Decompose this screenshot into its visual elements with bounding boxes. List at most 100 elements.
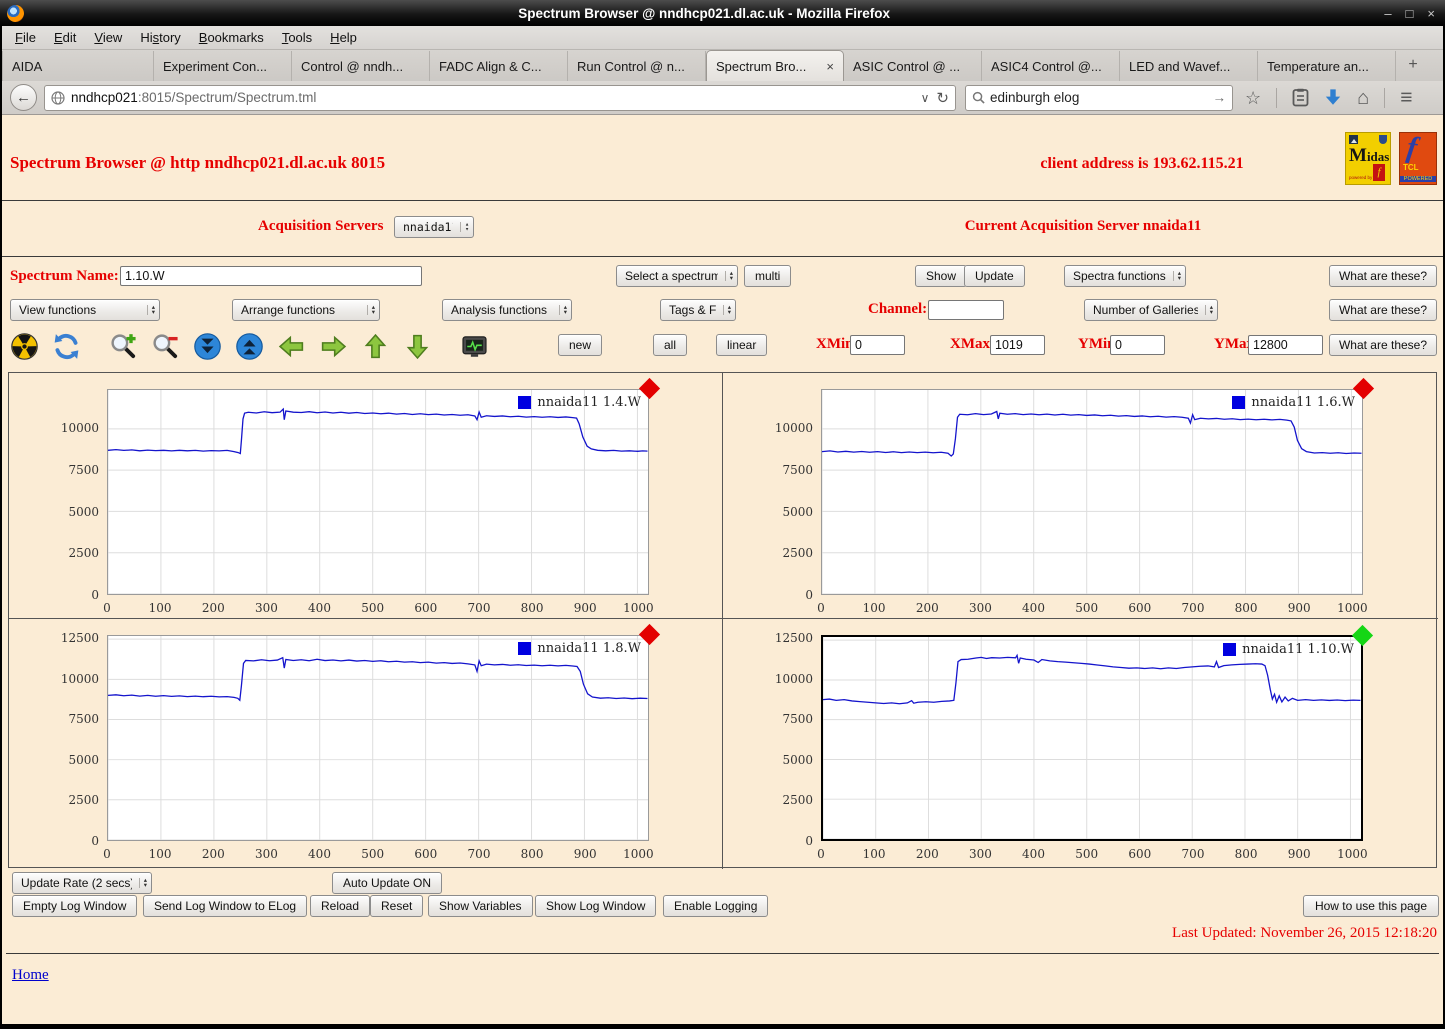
tab-bar: AIDA Experiment Con... Control @ nndh... FA… xyxy=(2,50,1443,81)
select-stepper-icon: ▴ ▾ xyxy=(724,270,733,282)
tab-led-and-wavef[interactable]: LED and Wavef... xyxy=(1120,51,1258,81)
all-button[interactable]: all xyxy=(653,334,688,356)
toolbar-divider xyxy=(1384,87,1386,108)
auto-update-button[interactable]: Auto Update ON xyxy=(332,872,443,894)
chart-panel-1-8-w[interactable]: nnaida11 1.8.W 0 2500 5000 7500 10000 12500 0 10… xyxy=(9,619,723,869)
y-axis-tick: 2500 xyxy=(782,546,813,561)
menu-tools[interactable]: Tools xyxy=(281,30,313,45)
tab-close-icon[interactable]: × xyxy=(826,58,834,74)
new-button[interactable]: new xyxy=(558,334,603,356)
update-rate-dropdown[interactable]: Update Rate (2 secs) ▴ ▾ xyxy=(12,872,152,894)
tab-aida[interactable]: AIDA xyxy=(2,51,154,81)
search-go-icon[interactable]: → xyxy=(1212,90,1227,105)
home-link[interactable]: Home xyxy=(12,967,49,983)
menu-edit[interactable]: Edit xyxy=(53,30,77,45)
home-icon[interactable]: ⌂ xyxy=(1357,86,1370,109)
x-axis-tick: 800 xyxy=(1234,601,1258,615)
chart-panel-1-4-w[interactable]: nnaida11 1.4.W 0 2500 5000 7500 10000 0 100 200 3… xyxy=(9,373,723,619)
zoom-out-icon[interactable] xyxy=(151,332,180,361)
xmin-input[interactable] xyxy=(850,335,905,355)
pan-left-icon[interactable] xyxy=(277,332,306,361)
refresh-icon[interactable] xyxy=(52,332,81,361)
url-bar[interactable]: nndhcp021:8015/Spectrum/Spectrum.tml ∨ ↻ xyxy=(44,84,956,111)
current-acquisition-server: Current Acquisition Server nnaida11 xyxy=(964,218,1202,234)
search-input[interactable]: edinburgh elog → xyxy=(965,84,1233,111)
channel-input[interactable] xyxy=(928,300,1004,320)
tab-asic-control[interactable]: ASIC Control @ ... xyxy=(844,51,982,81)
menu-history[interactable]: History xyxy=(140,30,181,45)
menu-help[interactable]: Help xyxy=(330,30,357,45)
view-functions-dropdown[interactable]: View functions ▴ ▾ xyxy=(10,299,160,321)
minimize-button[interactable]: – xyxy=(1384,5,1392,21)
show-variables-button[interactable]: Show Variables xyxy=(428,895,533,917)
bookmarks-clipboard-icon[interactable] xyxy=(1292,88,1309,107)
linear-button[interactable]: linear xyxy=(716,334,768,356)
tab-spectrum-bro[interactable]: Spectrum Bro... × xyxy=(706,50,844,81)
reload-button[interactable]: Reload xyxy=(310,895,371,917)
select-stepper-icon: ▴ ▾ xyxy=(138,877,147,889)
analysis-functions-dropdown[interactable]: Analysis functions ▴ ▾ xyxy=(442,299,572,321)
zoom-in-icon[interactable] xyxy=(109,332,138,361)
how-to-use-button[interactable]: How to use this page xyxy=(1303,895,1439,917)
enable-logging-button[interactable]: Enable Logging xyxy=(663,895,769,917)
downloads-icon[interactable] xyxy=(1324,88,1342,107)
display-icon[interactable] xyxy=(460,332,489,361)
reset-button[interactable]: Reset xyxy=(370,895,424,917)
x-axis-tick: 500 xyxy=(361,847,385,861)
bookmark-star-icon[interactable]: ☆ xyxy=(1245,87,1262,108)
shift-up-icon[interactable] xyxy=(235,332,264,361)
acquisition-server-select[interactable]: nnaida11 ▴ ▾ xyxy=(394,216,474,238)
tab-fadc-align-c[interactable]: FADC Align & C... xyxy=(430,51,568,81)
section-divider xyxy=(2,200,1443,201)
menu-view[interactable]: View xyxy=(94,30,123,45)
x-axis-tick: 1000 xyxy=(1337,847,1368,861)
send-log-window-to-elog-button[interactable]: Send Log Window to ELog xyxy=(143,895,308,917)
tab-temperature-an[interactable]: Temperature an... xyxy=(1258,51,1396,81)
what-are-these-button[interactable]: What are these? xyxy=(1329,299,1437,321)
arrange-functions-dropdown[interactable]: Arrange functions ▴ ▾ xyxy=(232,299,380,321)
menu-file[interactable]: File xyxy=(15,30,36,45)
multi-button[interactable]: multi xyxy=(744,265,792,287)
update-button[interactable]: Update xyxy=(964,265,1025,287)
select-a-spectrum-dropdown[interactable]: Select a spectrum ▴ ▾ xyxy=(616,265,738,287)
new-tab-button[interactable]: + xyxy=(1408,56,1418,73)
menu-bookmarks[interactable]: Bookmarks xyxy=(198,30,264,45)
plot-area: nnaida11 1.6.W xyxy=(821,377,1375,595)
number-of-galleries-dropdown[interactable]: Number of Galleries ▴ ▾ xyxy=(1084,299,1218,321)
empty-log-window-button[interactable]: Empty Log Window xyxy=(12,895,138,917)
tab-asic4-control[interactable]: ASIC4 Control @... xyxy=(982,51,1120,81)
ymax-input[interactable] xyxy=(1248,335,1323,355)
what-are-these-button[interactable]: What are these? xyxy=(1329,265,1437,287)
pan-up-icon[interactable] xyxy=(361,332,390,361)
pan-down-icon[interactable] xyxy=(403,332,432,361)
close-button[interactable]: × xyxy=(1427,5,1435,21)
hamburger-menu-icon[interactable]: ≡ xyxy=(1400,86,1413,109)
radioactive-icon[interactable] xyxy=(10,332,39,361)
select-stepper-icon: ▴ ▾ xyxy=(558,304,567,316)
what-are-these-button[interactable]: What are these? xyxy=(1329,334,1437,356)
tab-control-nndh[interactable]: Control @ nndh... xyxy=(292,51,430,81)
spectrum-name-input[interactable] xyxy=(120,266,422,286)
shift-down-icon[interactable] xyxy=(193,332,222,361)
tab-experiment-con[interactable]: Experiment Con... xyxy=(154,51,292,81)
spectra-functions-dropdown[interactable]: Spectra functions ▴ ▾ xyxy=(1064,265,1186,287)
tcl-logo: f TCL POWERED xyxy=(1399,132,1437,185)
pan-right-icon[interactable] xyxy=(319,332,348,361)
x-axis-tick: 900 xyxy=(1287,847,1311,861)
show-button[interactable]: Show xyxy=(915,265,968,287)
back-button[interactable]: ← xyxy=(10,84,37,111)
reload-icon[interactable]: ↻ xyxy=(936,89,949,107)
plot-toolbar xyxy=(10,329,489,363)
ymin-input[interactable] xyxy=(1110,335,1165,355)
y-axis-tick: 5000 xyxy=(68,504,99,519)
tab-run-control-n[interactable]: Run Control @ n... xyxy=(568,51,706,81)
maximize-button[interactable]: □ xyxy=(1405,5,1414,21)
show-log-window-button[interactable]: Show Log Window xyxy=(535,895,657,917)
chart-panel-1-10-w[interactable]: nnaida11 1.10.W 0 2500 5000 7500 10000 12500 0 1… xyxy=(723,619,1438,869)
tags-and-fits-dropdown[interactable]: Tags & Fits ▴▾ xyxy=(660,299,736,321)
x-axis-tick: 1000 xyxy=(623,847,654,861)
xmax-input[interactable] xyxy=(990,335,1045,355)
chart-panel-1-6-w[interactable]: nnaida11 1.6.W 0 2500 5000 7500 10000 0 100 200 3… xyxy=(723,373,1438,619)
firefox-icon xyxy=(7,4,24,22)
urlbar-dropdown-icon[interactable]: ∨ xyxy=(920,90,930,105)
